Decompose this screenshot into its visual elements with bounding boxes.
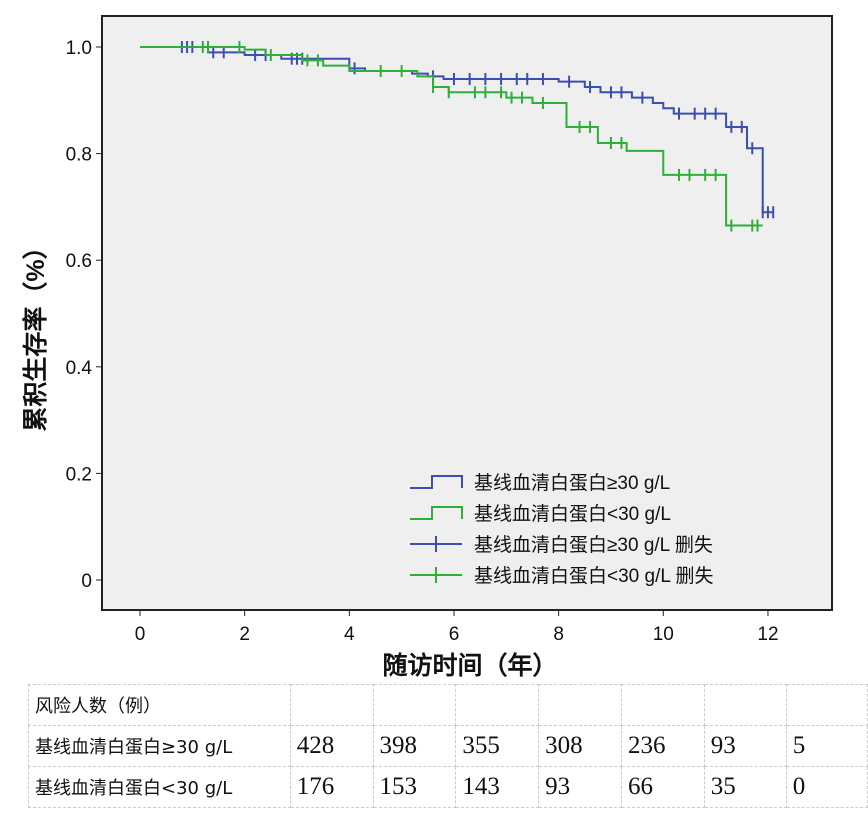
cell: 5	[785, 725, 868, 767]
cell: 153	[372, 766, 457, 808]
x-tick-label: 2	[239, 624, 250, 645]
cell: 236	[620, 725, 705, 767]
cell: 308	[538, 725, 622, 767]
y-tick-label: 1.0	[66, 38, 92, 59]
y-tick-label: 0.8	[66, 145, 92, 166]
y-tick-label: 0.2	[66, 464, 92, 485]
cell: 93	[703, 725, 787, 767]
table-row: 基线血清白蛋白≥30 g/L 428 398 355 308 236 93 5	[28, 725, 868, 767]
cell: 428	[289, 725, 374, 767]
legend-step-icon	[410, 506, 463, 520]
x-tick-label: 12	[757, 624, 778, 645]
risk-table-header: 风险人数（例）	[28, 684, 291, 726]
x-tick-label: 8	[553, 624, 564, 645]
x-tick-label: 4	[344, 624, 355, 645]
row-label: 基线血清白蛋白<30 g/L	[28, 766, 291, 808]
y-axis-label: 累积生存率（%）	[21, 234, 50, 431]
legend-label: 基线血清白蛋白≥30 g/L 删失	[474, 534, 713, 556]
table-row: 基线血清白蛋白<30 g/L 176 153 143 93 66 35 0	[28, 766, 868, 808]
cell: 176	[289, 766, 374, 808]
legend: 基线血清白蛋白≥30 g/L 基线血清白蛋白<30 g/L 基线血清白蛋白≥30 g…	[410, 472, 714, 587]
cell: 355	[455, 725, 540, 767]
legend-label: 基线血清白蛋白≥30 g/L	[474, 472, 670, 494]
legend-step-icon	[410, 475, 463, 489]
cell: 398	[372, 725, 457, 767]
cell: 66	[620, 766, 705, 808]
x-tick-label: 0	[135, 624, 146, 645]
x-tick-label: 6	[449, 624, 460, 645]
km-chart: 0 0.2 0.4 0.6 0.8 1.0 0 2 4 6 8 10 12 随访时间（年） 累积生存率（…	[21, 15, 833, 680]
plot-area	[101, 15, 833, 611]
legend-label: 基线血清白蛋白<30 g/L 删失	[474, 565, 714, 587]
y-tick-label: 0.6	[66, 251, 92, 272]
x-tick-label: 10	[653, 624, 674, 645]
cell: 143	[455, 766, 540, 808]
y-tick-label: 0	[81, 571, 92, 592]
y-tick-label: 0.4	[66, 358, 93, 379]
legend-label: 基线血清白蛋白<30 g/L	[474, 503, 671, 525]
cell: 0	[785, 766, 868, 808]
row-label: 基线血清白蛋白≥30 g/L	[28, 725, 291, 767]
cell: 35	[703, 766, 787, 808]
cell: 93	[538, 766, 622, 808]
risk-table: 风险人数（例） 基线血清白蛋白≥30 g/L 428 398 355 308 2…	[28, 684, 868, 808]
x-axis-label: 随访时间（年）	[382, 651, 557, 680]
